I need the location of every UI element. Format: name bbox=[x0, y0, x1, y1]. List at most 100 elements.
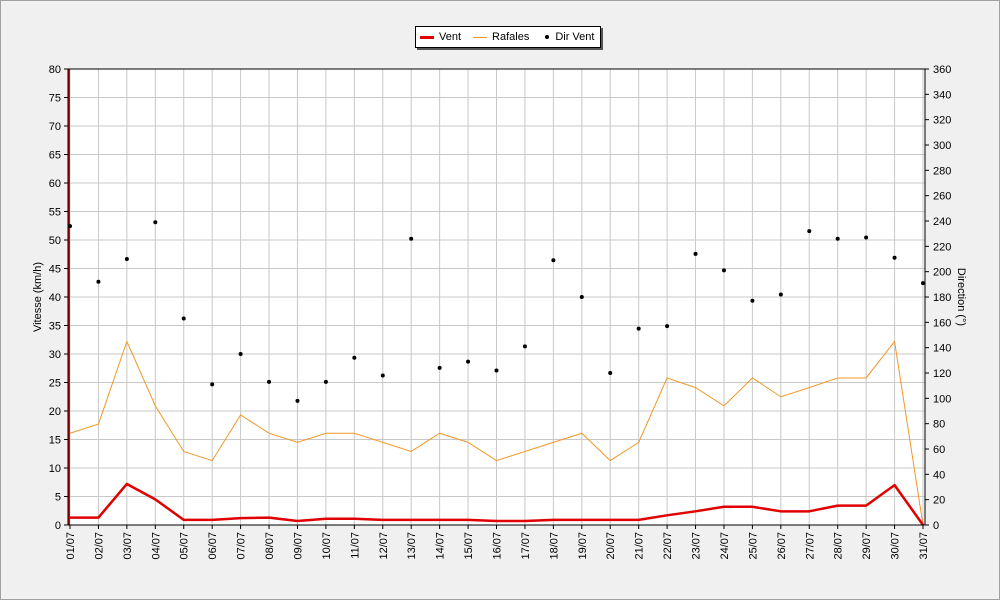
series-dir-vent-point bbox=[721, 268, 726, 273]
x-tick-label: 22/07 bbox=[662, 532, 674, 560]
y2-tick-label: 240 bbox=[933, 216, 951, 228]
y2-tick-label: 40 bbox=[933, 469, 945, 481]
x-tick-label: 28/07 bbox=[833, 532, 845, 560]
x-tick-label: 04/07 bbox=[150, 532, 162, 560]
series-dir-vent-point bbox=[551, 258, 556, 263]
x-tick-label: 27/07 bbox=[804, 532, 816, 560]
x-tick-label: 17/07 bbox=[520, 532, 532, 560]
y-tick-label: 35 bbox=[49, 321, 61, 333]
y2-tick-label: 280 bbox=[933, 165, 951, 177]
series-dir-vent-point bbox=[352, 355, 357, 360]
legend-swatch-vent bbox=[420, 35, 434, 39]
legend-item-dir-vent: Dir Vent bbox=[541, 31, 594, 43]
x-tick-label: 13/07 bbox=[406, 532, 418, 560]
x-tick-label: 23/07 bbox=[691, 532, 703, 560]
y2-tick-label: 100 bbox=[933, 393, 951, 405]
x-tick-label: 15/07 bbox=[463, 532, 475, 560]
series-dir-vent-point bbox=[864, 235, 869, 240]
series-dir-vent-point bbox=[238, 352, 243, 356]
legend-label-dir-vent: Dir Vent bbox=[555, 31, 595, 43]
series-dir-vent-point bbox=[437, 365, 442, 370]
x-tick-label: 29/07 bbox=[861, 532, 873, 560]
legend-label-rafales: Rafales bbox=[492, 31, 530, 43]
series-dir-vent-point bbox=[522, 344, 527, 349]
series-dir-vent-point bbox=[295, 398, 300, 403]
series-dir-vent-point bbox=[124, 257, 129, 261]
x-tick-label: 09/07 bbox=[292, 532, 304, 560]
series-dir-vent-point bbox=[778, 292, 783, 297]
series-dir-vent-point bbox=[579, 295, 584, 299]
y-tick-label: 45 bbox=[49, 264, 61, 276]
x-tick-label: 03/07 bbox=[122, 532, 134, 560]
legend-swatch-rafales bbox=[473, 36, 488, 38]
x-tick-label: 18/07 bbox=[548, 532, 560, 560]
x-tick-label: 24/07 bbox=[719, 532, 731, 560]
y2-tick-label: 300 bbox=[933, 140, 951, 152]
x-tick-label: 05/07 bbox=[179, 532, 191, 560]
y-tick-label: 0 bbox=[55, 520, 61, 532]
y2-tick-label: 160 bbox=[933, 317, 951, 329]
y-tick-label: 55 bbox=[49, 207, 61, 219]
y2-tick-label: 180 bbox=[933, 292, 951, 304]
x-tick-label: 20/07 bbox=[605, 532, 617, 560]
x-tick-label: 10/07 bbox=[321, 532, 333, 560]
x-tick-label: 31/07 bbox=[918, 532, 930, 560]
y-axis-label: Vitesse (km/h) bbox=[32, 262, 44, 332]
x-tick-label: 25/07 bbox=[747, 532, 759, 560]
y2-tick-label: 340 bbox=[933, 89, 951, 101]
y-tick-label: 5 bbox=[55, 492, 61, 504]
series-rafales-line bbox=[69, 340, 924, 526]
y2-tick-label: 320 bbox=[933, 115, 951, 127]
series-dir-vent-point bbox=[409, 236, 414, 241]
series-dir-vent-point bbox=[181, 316, 186, 321]
series-dir-vent-point bbox=[210, 382, 215, 387]
x-tick-label: 02/07 bbox=[93, 532, 105, 560]
x-tick-label: 21/07 bbox=[634, 532, 646, 560]
x-tick-label: 26/07 bbox=[776, 532, 788, 560]
y2-tick-label: 260 bbox=[933, 191, 951, 203]
legend-label-vent: Vent bbox=[439, 31, 462, 43]
series-dir-vent-point bbox=[750, 298, 755, 303]
x-tick-label: 11/07 bbox=[349, 532, 361, 559]
legend-item-vent: Vent bbox=[420, 31, 461, 43]
x-tick-label: 14/07 bbox=[435, 532, 447, 560]
y-tick-label: 10 bbox=[49, 463, 61, 475]
series-dir-vent-point bbox=[96, 279, 101, 284]
series-dir-vent-point bbox=[267, 379, 272, 384]
series-dir-vent-point bbox=[153, 220, 158, 225]
y-tick-label: 60 bbox=[49, 178, 61, 190]
series-dir-vent-point bbox=[494, 368, 499, 373]
x-tick-label: 16/07 bbox=[492, 532, 504, 560]
series-dir-vent-point bbox=[380, 373, 385, 378]
y-tick-label: 30 bbox=[49, 349, 61, 361]
x-tick-label: 08/07 bbox=[264, 532, 276, 560]
y2-tick-label: 0 bbox=[933, 520, 939, 532]
y-tick-label: 20 bbox=[49, 406, 61, 418]
x-tick-label: 12/07 bbox=[378, 532, 390, 560]
series-dir-vent-point bbox=[466, 359, 471, 364]
series-layer bbox=[68, 69, 925, 526]
y-tick-label: 40 bbox=[49, 292, 61, 304]
y2-tick-label: 20 bbox=[933, 495, 945, 507]
x-tick-label: 06/07 bbox=[207, 532, 219, 560]
y2-tick-label: 360 bbox=[933, 64, 951, 76]
x-tick-label: 19/07 bbox=[577, 532, 589, 560]
y-tick-label: 50 bbox=[49, 235, 61, 247]
y2-tick-label: 120 bbox=[933, 368, 951, 380]
series-vent-line bbox=[70, 482, 925, 526]
axes: 0 5 10 15 20 25 30 35 40 45 50 55 60 65 70 75 80 0 20 40 60 8… bbox=[49, 64, 952, 560]
y-tick-label: 80 bbox=[49, 64, 61, 76]
series-dir-vent-point bbox=[68, 224, 72, 229]
legend-swatch-dir-vent bbox=[545, 35, 550, 39]
y2-tick-label: 60 bbox=[933, 444, 945, 456]
series-dir-vent-point bbox=[693, 251, 698, 256]
series-dir-vent-point bbox=[807, 229, 812, 234]
series-dir-vent-point bbox=[323, 379, 328, 384]
y-tick-label: 15 bbox=[49, 435, 61, 447]
x-tick-label: 01/07 bbox=[65, 532, 77, 560]
legend-item-rafales: Rafales bbox=[473, 31, 529, 43]
y-tick-label: 75 bbox=[49, 93, 61, 105]
y-tick-label: 65 bbox=[49, 150, 61, 162]
